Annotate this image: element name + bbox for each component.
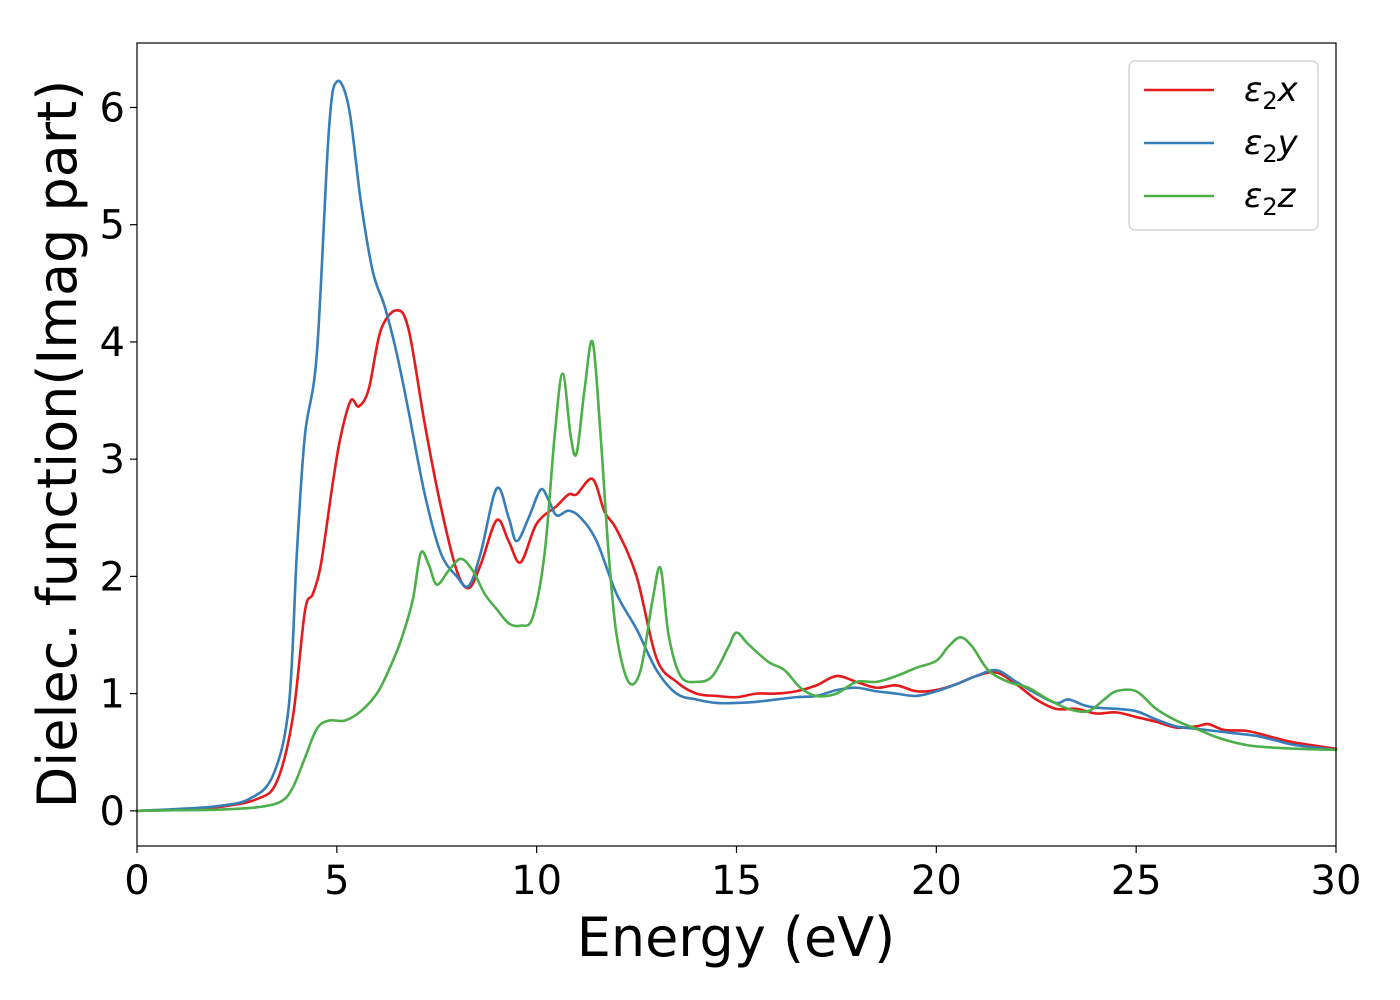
x-axis-ticks: 0 5 10 15 20 25 30 (124, 846, 1361, 904)
x-tick-label: 10 (511, 858, 562, 904)
series-line-y (135, 79, 1338, 813)
legend-label-y: ε2y (1244, 123, 1299, 168)
y-tick-label: 3 (100, 437, 125, 483)
legend-frame (1128, 60, 1319, 231)
legend-label-x: ε2x (1244, 70, 1299, 115)
x-tick-label: 15 (711, 858, 762, 904)
x-tick-label: 0 (124, 858, 149, 904)
y-tick-label: 2 (100, 554, 125, 600)
series-line-x (135, 308, 1338, 813)
x-tick-label: 30 (1311, 858, 1362, 904)
y-tick-label: 1 (100, 672, 125, 718)
y-tick-label: 4 (100, 320, 125, 366)
y-tick-label: 5 (100, 203, 125, 249)
legend-label-z: ε2z (1244, 176, 1297, 221)
x-tick-label: 25 (1111, 858, 1162, 904)
legend: ε2x ε2y ε2z (1128, 60, 1319, 231)
y-tick-label: 6 (100, 85, 125, 131)
series-line-z (135, 339, 1338, 813)
x-tick-label: 20 (911, 858, 962, 904)
y-axis-label: Dielec. function(Imag part) (26, 80, 89, 809)
y-axis-ticks: 0 1 2 3 4 5 6 (100, 85, 137, 835)
y-tick-label: 0 (100, 789, 125, 835)
x-tick-label: 5 (324, 858, 349, 904)
x-axis-label: Energy (eV) (577, 906, 896, 969)
series-group (135, 79, 1338, 813)
